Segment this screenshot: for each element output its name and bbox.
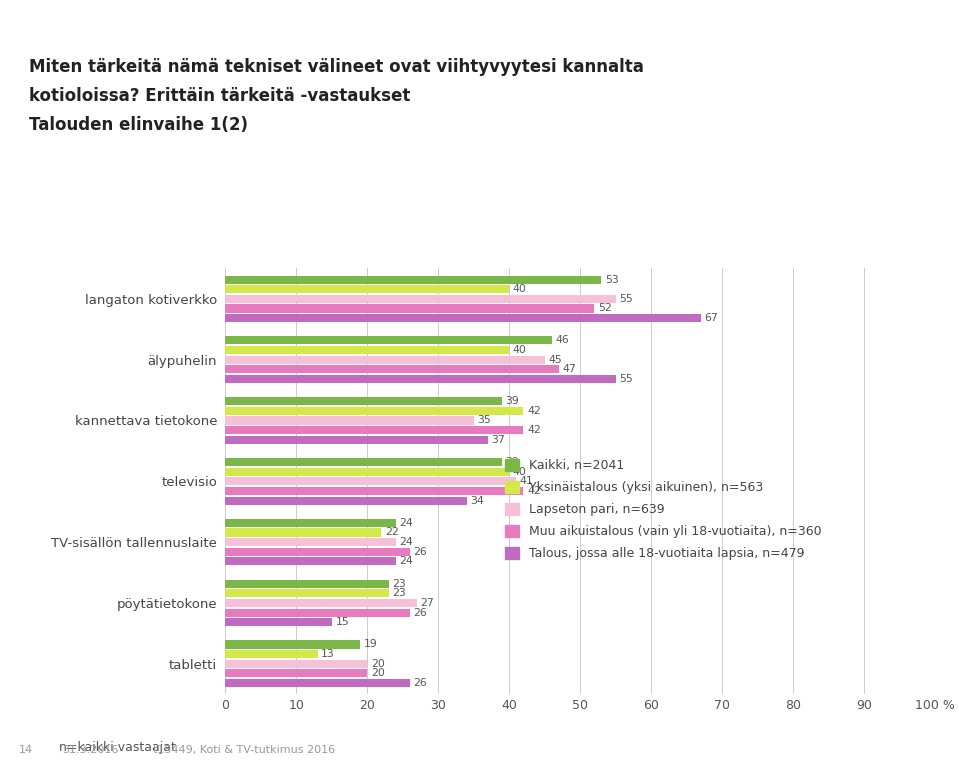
Bar xyxy=(225,346,509,354)
Text: 27: 27 xyxy=(420,598,434,608)
Text: 35: 35 xyxy=(478,416,491,426)
Text: Talouden elinvaihe 1(2): Talouden elinvaihe 1(2) xyxy=(29,116,247,133)
Text: 13: 13 xyxy=(321,649,335,659)
Text: 39: 39 xyxy=(505,397,520,407)
Bar xyxy=(225,679,409,687)
Bar xyxy=(225,660,367,668)
Text: 26: 26 xyxy=(413,607,427,617)
Bar xyxy=(225,487,524,495)
Bar xyxy=(225,599,417,607)
Bar xyxy=(225,528,382,536)
Text: kotioloissa? Erittäin tärkeitä -vastaukset: kotioloissa? Erittäin tärkeitä -vastauks… xyxy=(29,87,410,104)
Bar xyxy=(225,640,361,649)
Bar xyxy=(225,426,524,434)
Bar xyxy=(225,275,601,284)
Text: 67: 67 xyxy=(704,313,718,323)
Text: 34: 34 xyxy=(470,495,484,505)
Bar xyxy=(225,458,503,466)
Text: 42: 42 xyxy=(527,425,541,435)
Bar xyxy=(225,608,409,617)
Text: 45: 45 xyxy=(549,354,562,364)
Text: 24: 24 xyxy=(399,556,413,566)
Text: 46: 46 xyxy=(555,335,569,345)
Bar xyxy=(225,285,509,293)
Text: n=kaikki vastaajat: n=kaikki vastaajat xyxy=(58,741,175,754)
Bar xyxy=(225,589,388,597)
Bar xyxy=(225,397,503,405)
Text: 22: 22 xyxy=(386,528,399,538)
Text: 42: 42 xyxy=(527,406,541,416)
Text: 20: 20 xyxy=(371,668,385,678)
Text: 23: 23 xyxy=(392,578,406,588)
Text: 14: 14 xyxy=(19,746,34,755)
Text: 23: 23 xyxy=(392,588,406,598)
Text: 55: 55 xyxy=(620,374,633,384)
Text: 20: 20 xyxy=(371,659,385,669)
Text: 41: 41 xyxy=(520,476,533,486)
Bar xyxy=(225,548,409,556)
Text: 40: 40 xyxy=(513,285,526,295)
Text: 19: 19 xyxy=(363,640,378,650)
Bar xyxy=(225,304,595,312)
Text: 40: 40 xyxy=(513,345,526,355)
Text: 42: 42 xyxy=(527,486,541,496)
Bar xyxy=(225,518,396,527)
Text: 24: 24 xyxy=(399,518,413,528)
Bar xyxy=(225,468,509,476)
Text: t15449, Koti & TV-tutkimus 2016: t15449, Koti & TV-tutkimus 2016 xyxy=(153,746,336,755)
Bar xyxy=(225,365,559,374)
Bar xyxy=(225,618,332,626)
Text: 55: 55 xyxy=(620,294,633,304)
Text: 31.3.2016: 31.3.2016 xyxy=(62,746,119,755)
Bar xyxy=(225,407,524,415)
Bar xyxy=(225,558,396,565)
Bar xyxy=(225,670,367,677)
Legend: Kaikki, n=2041, Yksinäistalous (yksi aikuinen), n=563, Lapseton pari, n=639, Muu: Kaikki, n=2041, Yksinäistalous (yksi aik… xyxy=(505,459,821,560)
Bar xyxy=(225,356,545,364)
Text: taloustutkimus oy: taloustutkimus oy xyxy=(16,21,229,41)
Bar xyxy=(225,436,488,444)
Text: 39: 39 xyxy=(505,457,520,467)
Bar xyxy=(225,295,616,303)
Bar xyxy=(225,477,516,486)
Text: Miten tärkeitä nämä tekniset välineet ovat viihtyvyytesi kannalta: Miten tärkeitä nämä tekniset välineet ov… xyxy=(29,58,643,75)
Text: 40: 40 xyxy=(513,466,526,476)
Bar xyxy=(225,314,701,322)
Bar xyxy=(225,337,551,344)
Text: 24: 24 xyxy=(399,537,413,547)
Bar xyxy=(225,650,317,658)
Bar xyxy=(225,416,474,424)
Text: 47: 47 xyxy=(562,364,576,374)
Text: 52: 52 xyxy=(598,304,612,314)
Bar xyxy=(225,375,616,383)
Text: 37: 37 xyxy=(491,435,505,445)
Text: 26: 26 xyxy=(413,678,427,688)
Bar xyxy=(225,496,467,505)
Text: 15: 15 xyxy=(336,617,349,627)
Text: 53: 53 xyxy=(605,275,619,285)
Text: 26: 26 xyxy=(413,547,427,557)
Bar xyxy=(225,580,388,588)
Bar xyxy=(225,538,396,546)
